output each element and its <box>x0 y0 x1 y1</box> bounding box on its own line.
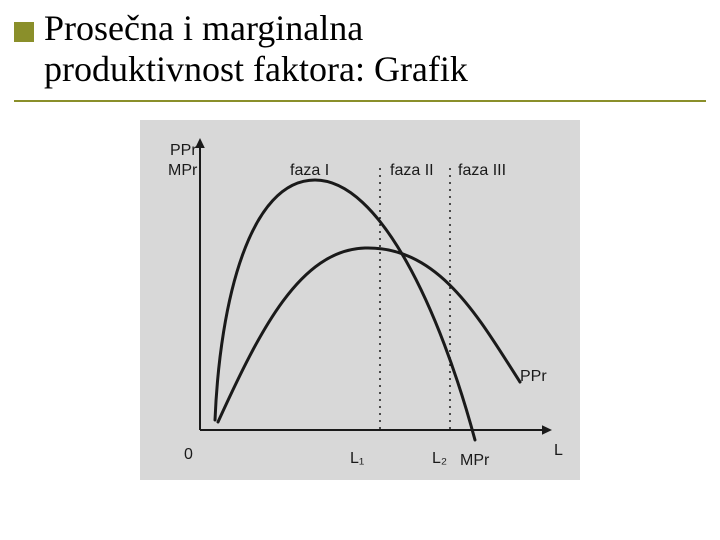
chart-background <box>140 120 580 480</box>
page-title: Prosečna i marginalna produktivnost fakt… <box>44 8 690 91</box>
label-L1: L₁ <box>350 450 364 468</box>
label-faza1: faza I <box>290 162 329 180</box>
label-faza2: faza II <box>390 162 434 180</box>
chart-svg <box>140 120 580 480</box>
accent-square <box>14 22 34 42</box>
figure: PPr MPr 0 L L₁ L₂ MPr PPr faza I faza II faza III <box>140 120 580 480</box>
label-origin: 0 <box>184 446 193 464</box>
label-y_axis_top1: PPr <box>170 142 197 160</box>
label-x_axis_end: L <box>554 442 563 460</box>
label-faza3: faza III <box>458 162 506 180</box>
label-L2: L₂ <box>432 450 447 468</box>
title-underline <box>14 100 706 102</box>
label-MPr: MPr <box>460 452 489 470</box>
label-PPr: PPr <box>520 368 547 386</box>
label-y_axis_top2: MPr <box>168 162 197 180</box>
slide: Prosečna i marginalna produktivnost fakt… <box>0 0 720 540</box>
